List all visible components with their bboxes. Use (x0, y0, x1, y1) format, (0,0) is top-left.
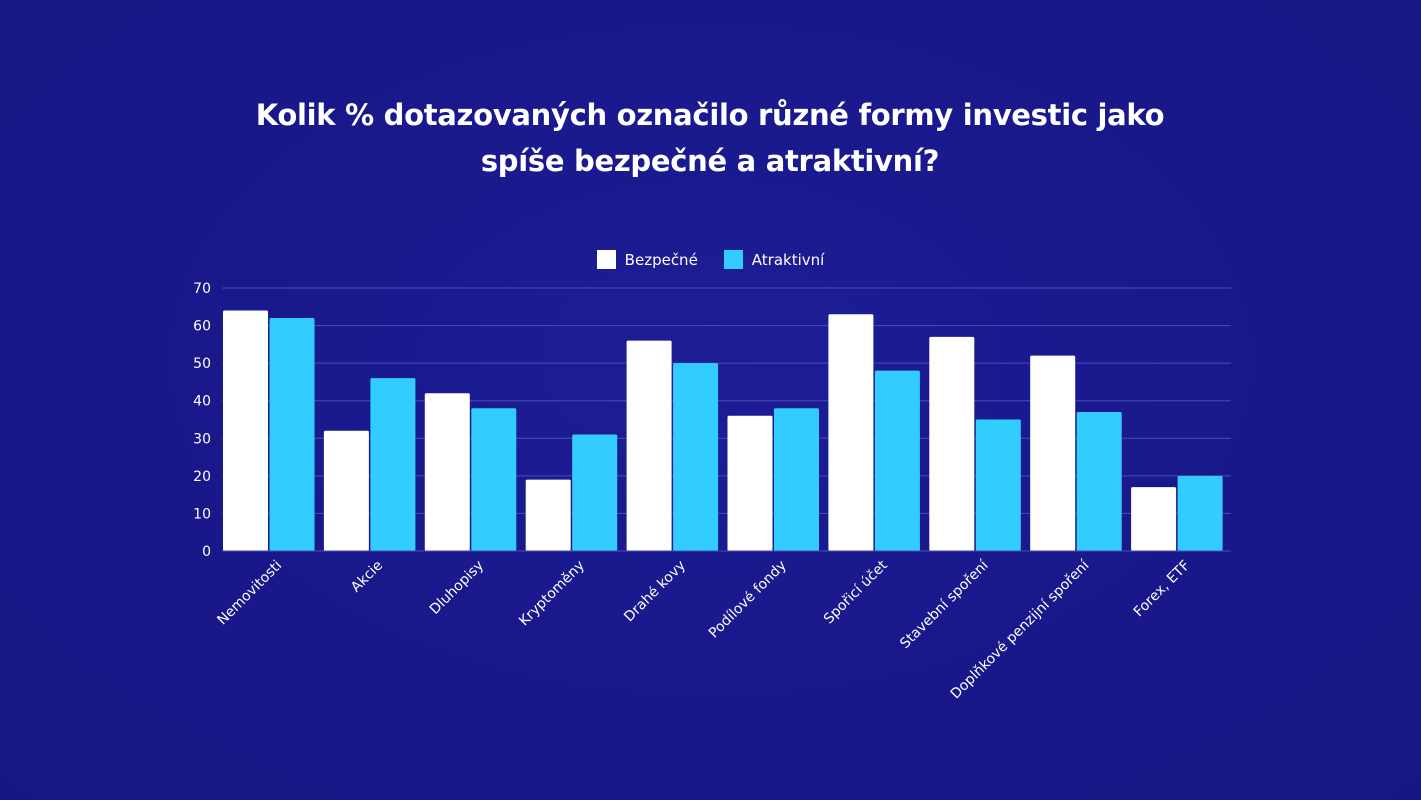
legend-label-bezpecne: Bezpečné (624, 250, 698, 269)
chart-title-line-1: Kolik % dotazovaných označilo různé form… (255, 98, 1165, 132)
legend-item-atraktivni: Atraktivní (723, 250, 825, 269)
y-tick-label-0: 0 (202, 544, 211, 560)
bar-bezpecne-2 (424, 393, 470, 551)
y-tick-label-70: 70 (193, 281, 211, 297)
legend-swatch-atraktivni (723, 250, 743, 269)
y-tick-label-30: 30 (193, 431, 211, 447)
bar-bezpecne-1 (323, 430, 369, 551)
chart-legend: Bezpečné Atraktivní (0, 250, 1421, 269)
bar-bezpecne-0 (223, 310, 268, 551)
legend-label-atraktivni: Atraktivní (751, 250, 825, 269)
bar-atraktivni-7 (975, 419, 1021, 551)
x-tick-label-7: Stavební spoření (897, 557, 992, 652)
x-tick-label-4: Drahé kovy (621, 558, 689, 626)
x-tick-label-2: Dluhopisy (427, 558, 487, 618)
x-tick-label-3: Kryptoměny (516, 558, 588, 630)
y-tick-label-20: 20 (193, 469, 211, 485)
y-tick-label-60: 60 (193, 319, 211, 335)
x-tick-label-9: Forex, ETF (1131, 558, 1194, 621)
bar-bezpecne-6 (828, 314, 874, 551)
bar-atraktivni-4 (673, 363, 719, 551)
bar-bezpecne-3 (525, 479, 571, 551)
legend-item-bezpecne: Bezpečné (596, 250, 698, 269)
chart-title: Kolik % dotazovaných označilo různé form… (210, 92, 1210, 184)
chart-title-line-2: spíše bezpečné a atraktivní? (480, 144, 940, 178)
bar-atraktivni-3 (572, 434, 618, 551)
bar-atraktivni-9 (1177, 475, 1223, 551)
y-tick-label-10: 10 (193, 506, 211, 522)
bar-atraktivni-6 (874, 370, 920, 551)
bar-atraktivni-8 (1076, 411, 1122, 551)
x-tick-label-1: Akcie (348, 558, 386, 596)
bar-bezpecne-5 (727, 415, 773, 551)
bar-atraktivni-1 (370, 378, 416, 551)
bar-bezpecne-7 (929, 336, 975, 551)
x-tick-label-0: Nemovitosti (214, 558, 285, 629)
y-tick-label-50: 50 (193, 356, 211, 372)
bar-atraktivni-2 (471, 408, 517, 551)
x-tick-label-6: Spořicí účet (821, 557, 891, 627)
y-tick-label-40: 40 (193, 394, 211, 410)
bar-bezpecne-8 (1030, 355, 1076, 551)
bar-atraktivni-0 (269, 318, 315, 551)
legend-swatch-bezpecne (596, 250, 616, 269)
bar-bezpecne-9 (1131, 487, 1177, 551)
bar-atraktivni-5 (774, 408, 819, 551)
bar-bezpecne-4 (626, 340, 672, 551)
x-tick-label-5: Podílové fondy (706, 558, 790, 642)
